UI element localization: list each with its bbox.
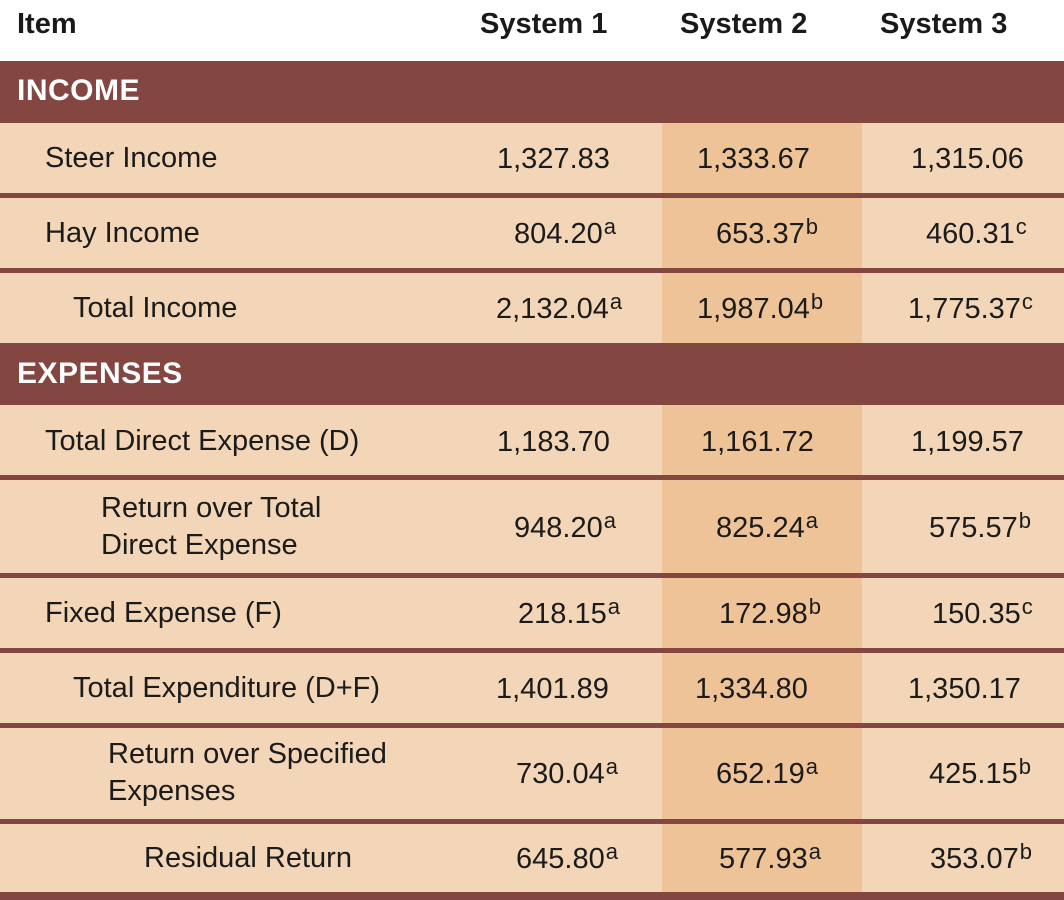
section-income: INCOME bbox=[0, 61, 1064, 123]
table-header: Item System 1 System 2 System 3 bbox=[0, 0, 1064, 61]
header-system-1: System 1 bbox=[480, 8, 608, 40]
row-divider bbox=[0, 573, 1064, 578]
value-system-2: 1,987.04b bbox=[697, 289, 824, 326]
table-row: Total Direct Expense (D) 1,183.70 1,161.… bbox=[0, 405, 1064, 475]
highlight-cell bbox=[662, 653, 862, 723]
highlight-cell bbox=[662, 273, 862, 343]
value-system-1: 1,183.70 bbox=[497, 426, 610, 458]
value-system-3: 353.07b bbox=[930, 839, 1032, 876]
row-label-line-2: Expenses bbox=[108, 775, 236, 807]
value-system-1: 804.20a bbox=[514, 214, 616, 251]
row-divider bbox=[0, 819, 1064, 824]
table-row: Residual Return 645.80a 577.93a 353.07b bbox=[0, 824, 1064, 892]
table-row: Return over Total Direct Expense 948.20a… bbox=[0, 480, 1064, 573]
row-label-line-2: Direct Expense bbox=[101, 529, 298, 561]
header-system-2: System 2 bbox=[680, 8, 808, 40]
value-system-1: 2,132.04a bbox=[496, 289, 623, 326]
header-system-3: System 3 bbox=[880, 8, 1008, 40]
highlight-cell bbox=[662, 405, 862, 475]
value-system-3: 150.35c bbox=[932, 594, 1033, 631]
row-divider bbox=[0, 193, 1064, 198]
table-row: Hay Income 804.20a 653.37b 460.31c bbox=[0, 198, 1064, 268]
table-row: Return over Specified Expenses 730.04a 6… bbox=[0, 728, 1064, 819]
table-row: Total Expenditure (D+F) 1,401.89 1,334.8… bbox=[0, 653, 1064, 723]
value-system-2: 1,333.67 bbox=[697, 143, 810, 175]
row-label-line-1: Return over Specified bbox=[108, 738, 387, 770]
value-system-1: 645.80a bbox=[516, 839, 618, 876]
table-row: Total Income 2,132.04a 1,987.04b 1,775.3… bbox=[0, 273, 1064, 343]
table-row: Steer Income 1,327.83 1,333.67 1,315.06 bbox=[0, 123, 1064, 193]
value-system-3: 460.31c bbox=[926, 214, 1027, 251]
value-system-1: 218.15a bbox=[518, 594, 620, 631]
value-system-3: 1,199.57 bbox=[911, 426, 1024, 458]
row-label: Total Income bbox=[73, 292, 238, 324]
highlight-cell bbox=[662, 480, 862, 573]
value-system-2: 1,161.72 bbox=[701, 426, 814, 458]
row-divider bbox=[0, 723, 1064, 728]
row-divider bbox=[0, 268, 1064, 273]
row-label: Steer Income bbox=[45, 142, 218, 174]
table-row: Fixed Expense (F) 218.15a 172.98b 150.35… bbox=[0, 578, 1064, 648]
value-system-1: 730.04a bbox=[516, 754, 618, 791]
value-system-1: 1,401.89 bbox=[496, 673, 609, 705]
highlight-cell bbox=[662, 198, 862, 268]
value-system-2: 653.37b bbox=[716, 214, 818, 251]
row-label: Total Direct Expense (D) bbox=[45, 425, 360, 457]
section-income-title: INCOME bbox=[17, 74, 140, 107]
row-label: Fixed Expense (F) bbox=[45, 597, 282, 629]
value-system-1: 1,327.83 bbox=[497, 143, 610, 175]
highlight-cell bbox=[662, 578, 862, 648]
value-system-2: 1,334.80 bbox=[695, 673, 808, 705]
value-system-2: 577.93a bbox=[719, 839, 821, 876]
highlight-cell bbox=[662, 123, 862, 193]
row-label: Residual Return bbox=[144, 842, 352, 874]
value-system-3: 1,315.06 bbox=[911, 143, 1024, 175]
header-item: Item bbox=[17, 8, 77, 40]
value-system-3: 425.15b bbox=[929, 754, 1031, 791]
row-label: Hay Income bbox=[45, 217, 200, 249]
row-label: Total Expenditure (D+F) bbox=[73, 672, 381, 704]
section-expenses: EXPENSES bbox=[0, 343, 1064, 405]
value-system-3: 575.57b bbox=[929, 508, 1031, 545]
value-system-3: 1,775.37c bbox=[908, 289, 1033, 326]
section-expenses-title: EXPENSES bbox=[17, 357, 183, 390]
row-divider bbox=[0, 475, 1064, 480]
table-bottom-border bbox=[0, 892, 1064, 900]
highlight-cell bbox=[662, 728, 862, 819]
value-system-2: 652.19a bbox=[716, 754, 818, 791]
row-divider bbox=[0, 648, 1064, 653]
value-system-2: 825.24a bbox=[716, 508, 818, 545]
row-label-line-1: Return over Total bbox=[101, 492, 322, 524]
value-system-3: 1,350.17 bbox=[908, 673, 1021, 705]
value-system-2: 172.98b bbox=[719, 594, 821, 631]
value-system-1: 948.20a bbox=[514, 508, 616, 545]
highlight-cell bbox=[662, 824, 862, 892]
